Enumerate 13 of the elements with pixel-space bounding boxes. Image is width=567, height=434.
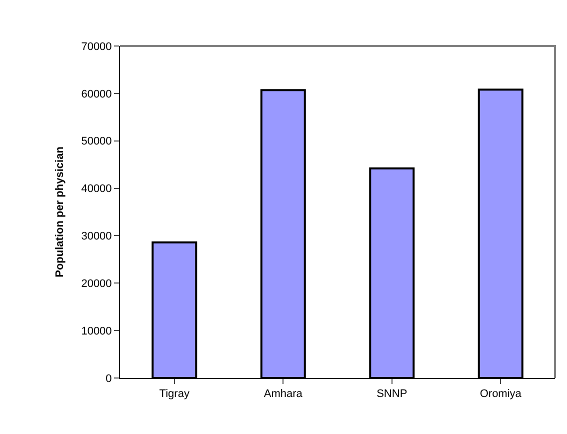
x-tick-label: SNNP: [376, 388, 408, 400]
y-tick-label: 0: [106, 372, 112, 385]
x-tick-label: Oromiya: [480, 388, 522, 400]
y-tick-label: 20000: [81, 278, 112, 290]
x-tick-label: Tigray: [159, 388, 190, 400]
y-tick-label: 60000: [81, 88, 112, 100]
y-tick-label: 30000: [81, 230, 112, 243]
y-axis-title: Population per physician: [54, 146, 66, 278]
y-tick-label: 50000: [81, 136, 112, 148]
x-tick-label: Amhara: [264, 388, 304, 400]
y-tick-label: 40000: [81, 183, 112, 196]
y-tick-label: 10000: [81, 325, 112, 338]
y-tick-label: 70000: [81, 40, 112, 53]
